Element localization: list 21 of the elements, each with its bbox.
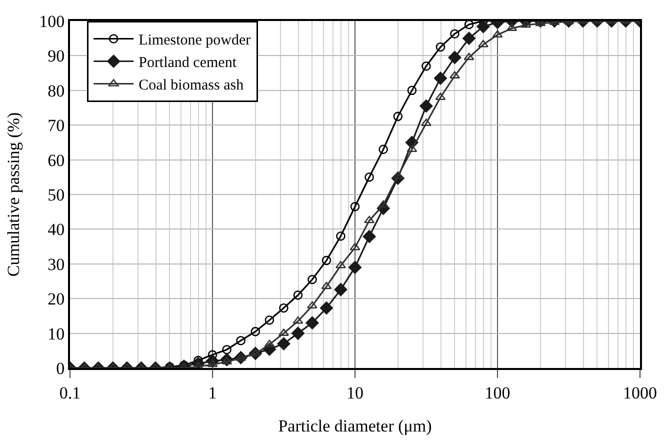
y-tick-label: 10	[48, 324, 65, 344]
legend-label: Limestone powder	[138, 32, 251, 49]
x-tick-label: 1	[208, 383, 217, 402]
y-tick-label: 100	[39, 12, 65, 31]
y-tick-label: 60	[48, 150, 65, 170]
y-tick-label: 90	[48, 46, 65, 66]
x-tick-label: 10	[346, 383, 364, 402]
y-axis-title: Cumulative passing (%)	[4, 112, 24, 277]
legend-label: Portland cement	[138, 55, 238, 72]
x-axis-title: Particle diameter (μm)	[278, 416, 432, 436]
y-tick-label: 70	[48, 116, 65, 136]
x-tick-label: 0.1	[59, 383, 81, 402]
y-tick-label: 20	[48, 290, 65, 309]
y-tick-label: 50	[48, 185, 65, 204]
x-tick-label: 100	[484, 383, 510, 402]
x-tick-label: 1000	[623, 383, 657, 402]
y-tick-label: 40	[48, 220, 65, 240]
y-tick-label: 80	[48, 81, 65, 100]
legend-label: Coal biomass ash	[138, 78, 244, 94]
y-tick-label: 30	[48, 254, 65, 274]
y-tick-label: 0	[56, 358, 65, 378]
